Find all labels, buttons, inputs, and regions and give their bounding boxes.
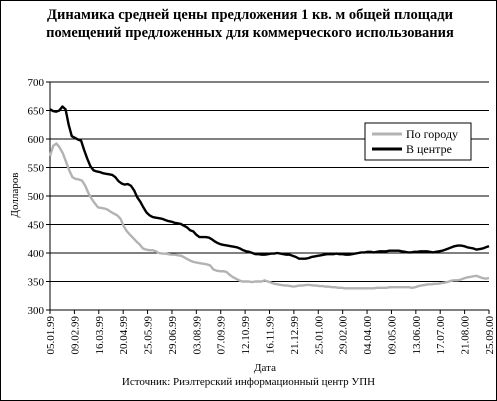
x-tick-label: 12.10.99 bbox=[240, 316, 252, 355]
x-tick-label: 09.02.99 bbox=[69, 316, 81, 355]
x-tick-label: 04.04.00 bbox=[362, 316, 374, 355]
legend-box bbox=[364, 122, 472, 161]
x-tick-label: 25.01.00 bbox=[313, 316, 325, 355]
source-note: Источник: Риэлтерский информационный цен… bbox=[121, 376, 376, 388]
x-tick-label: 29.06.99 bbox=[167, 316, 179, 355]
x-tick-label: 25.09.00 bbox=[484, 316, 496, 355]
y-tick-label: 550 bbox=[28, 163, 45, 175]
y-tick-label: 300 bbox=[28, 305, 45, 317]
y-tick-label: 500 bbox=[28, 191, 45, 203]
y-tick-label: 350 bbox=[28, 277, 45, 289]
x-tick-label: 09.05.00 bbox=[386, 316, 398, 355]
y-axis-title: Долларов bbox=[9, 173, 21, 218]
y-tick-label: 400 bbox=[28, 248, 45, 260]
x-tick-label: 05.01.99 bbox=[45, 316, 57, 355]
x-tick-label: 21.08.00 bbox=[460, 316, 472, 355]
x-tick-label: 03.08.99 bbox=[191, 316, 203, 355]
x-tick-label: 20.04.99 bbox=[118, 316, 130, 355]
x-axis-title: Дата bbox=[254, 362, 276, 374]
x-tick-label: 16.11.99 bbox=[265, 316, 277, 355]
x-tick-label: 16.03.99 bbox=[94, 316, 106, 355]
x-tick-label: 13.06.00 bbox=[411, 316, 423, 355]
legend: По городу В центре bbox=[364, 122, 472, 161]
x-tick-label: 21.12.99 bbox=[289, 316, 301, 355]
x-tick-label: 29.02.00 bbox=[338, 316, 350, 355]
x-tick-label: 17.07.00 bbox=[435, 316, 447, 355]
legend-label-v-tsentre: В центре bbox=[406, 142, 452, 156]
y-tick-label: 450 bbox=[28, 220, 45, 232]
chart-title: Динамика средней цены предложения 1 кв. … bbox=[46, 7, 454, 41]
x-tick-label: 25.05.99 bbox=[143, 316, 155, 355]
legend-label-po-gorodu: По городу bbox=[406, 127, 458, 141]
series-layer bbox=[48, 105, 490, 290]
x-tick-label: 07.09.99 bbox=[216, 316, 228, 355]
y-tick-label: 700 bbox=[28, 77, 45, 89]
y-tick-label: 650 bbox=[28, 106, 45, 118]
series-line-v-tsentre bbox=[49, 105, 490, 260]
series-line-po-gorodu bbox=[48, 142, 490, 290]
axes-layer: 300 350 400 450 500 550 600 650 700 05.01.99 09.02… bbox=[28, 77, 497, 355]
y-tick-label: 600 bbox=[28, 134, 45, 146]
